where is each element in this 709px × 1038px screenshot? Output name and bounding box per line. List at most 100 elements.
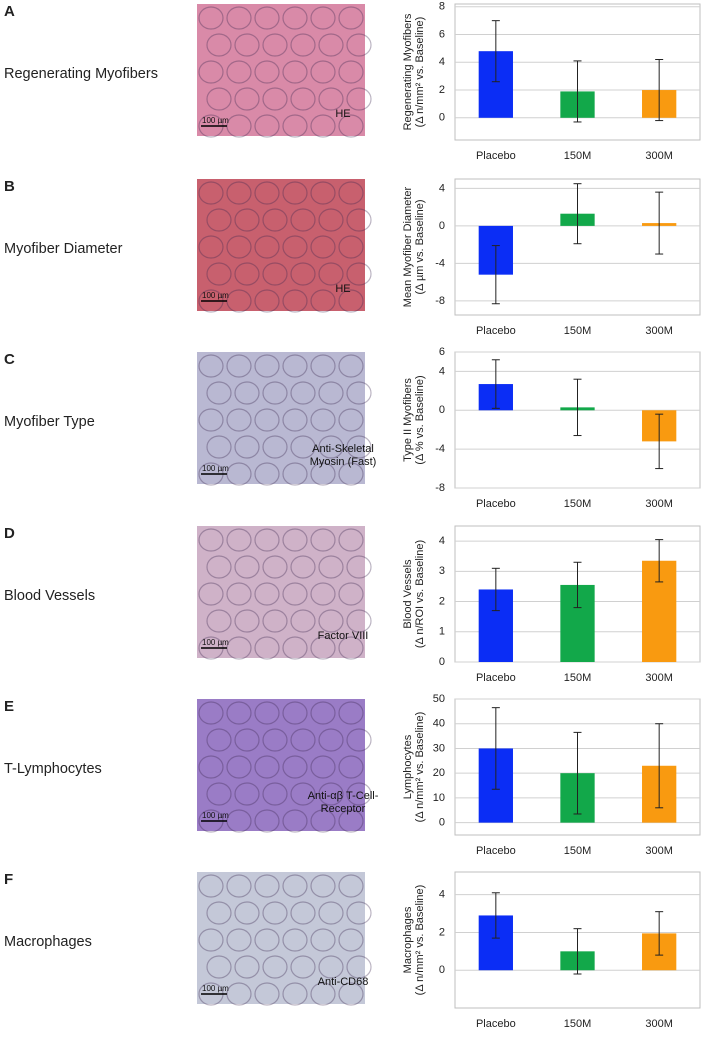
cell [254, 755, 280, 779]
micrograph [197, 352, 365, 484]
cell [310, 289, 336, 313]
cell [338, 289, 364, 313]
cell [282, 755, 308, 779]
cell [338, 235, 364, 259]
error-bar [491, 567, 500, 612]
stain-label: Anti-αβ T-Cell- [308, 790, 379, 802]
cell [318, 208, 344, 232]
cell [318, 33, 344, 57]
scale-bar-label: 100 µm [202, 116, 229, 125]
cell [338, 354, 364, 378]
y-tick-label: 1 [439, 626, 445, 638]
y-tick-label: -4 [435, 443, 445, 455]
cell [234, 435, 260, 459]
micrograph-cells [198, 181, 372, 313]
plot-frame [454, 3, 701, 141]
cell [310, 114, 336, 138]
cell [262, 955, 288, 979]
cell [206, 262, 232, 286]
cell [206, 435, 232, 459]
panel-title: Myofiber Diameter [4, 241, 123, 257]
cell [254, 408, 280, 432]
cell [318, 955, 344, 979]
cell [318, 609, 344, 633]
micrograph-cells [198, 874, 372, 1006]
stain-label: Myosin (Fast) [310, 456, 377, 468]
cell [318, 782, 344, 806]
cell [346, 955, 372, 979]
stain-label: Factor VIII [318, 630, 369, 642]
y-axis-label: Mean Myofiber Diameter [402, 186, 414, 307]
y-axis-label: (Δ n/mm² vs. Baseline) [414, 885, 426, 996]
cell [226, 701, 252, 725]
error-bar [573, 378, 582, 437]
cell [282, 462, 308, 486]
cell [254, 6, 280, 30]
y-tick-label: 20 [433, 767, 445, 779]
panel-letter: B [4, 178, 15, 195]
y-axis-label: Regenerating Myofibers [402, 13, 414, 130]
y-tick-label: 2 [439, 595, 445, 607]
cell [346, 609, 372, 633]
cell [346, 33, 372, 57]
cell [310, 235, 336, 259]
y-axis-label: (Δ µm vs. Baseline) [414, 200, 426, 295]
cell [338, 528, 364, 552]
cell [310, 60, 336, 84]
cell [282, 6, 308, 30]
panel-letter: E [4, 698, 14, 715]
cell [254, 582, 280, 606]
plot-frame [454, 178, 701, 316]
cell [198, 181, 224, 205]
cell [310, 928, 336, 952]
cell [206, 728, 232, 752]
micrograph [197, 872, 365, 1004]
x-tick-label: 150M [564, 325, 592, 337]
x-tick-label: 300M [645, 672, 673, 684]
cell [310, 528, 336, 552]
cell [346, 901, 372, 925]
y-tick-label: 30 [433, 742, 445, 754]
micrograph-cells [198, 528, 372, 660]
cell [338, 809, 364, 833]
y-tick-label: 2 [439, 84, 445, 96]
cell [198, 60, 224, 84]
y-tick-label: 0 [439, 817, 445, 829]
x-tick-label: Placebo [476, 672, 516, 684]
micrograph [197, 179, 365, 311]
error-bar [573, 731, 582, 815]
y-tick-label: 40 [433, 718, 445, 730]
cell [226, 181, 252, 205]
stain-label: Anti-CD68 [318, 976, 369, 988]
y-tick-label: 50 [433, 693, 445, 705]
cell [198, 528, 224, 552]
error-bar [655, 723, 664, 809]
cell [254, 701, 280, 725]
micrograph-cells [198, 6, 372, 138]
cell [338, 874, 364, 898]
cell [346, 208, 372, 232]
cell [310, 701, 336, 725]
x-tick-label: 150M [564, 498, 592, 510]
cell [254, 528, 280, 552]
cell [282, 809, 308, 833]
cell [254, 114, 280, 138]
cell [338, 408, 364, 432]
y-axis-label: Macrophages [402, 906, 414, 973]
error-bar [655, 539, 664, 583]
cell [226, 408, 252, 432]
cell [318, 728, 344, 752]
error-bar [655, 413, 664, 470]
cell [254, 462, 280, 486]
y-axis-label: Lymphocytes [402, 734, 414, 799]
y-axis-label: (Δ n/mm² vs. Baseline) [414, 712, 426, 823]
y-tick-label: -4 [435, 257, 445, 269]
error-bar [491, 245, 500, 305]
cell [282, 928, 308, 952]
cell [206, 87, 232, 111]
cell [310, 809, 336, 833]
micrograph [197, 4, 365, 136]
cell [338, 181, 364, 205]
error-bar [573, 60, 582, 123]
error-bar [491, 707, 500, 790]
